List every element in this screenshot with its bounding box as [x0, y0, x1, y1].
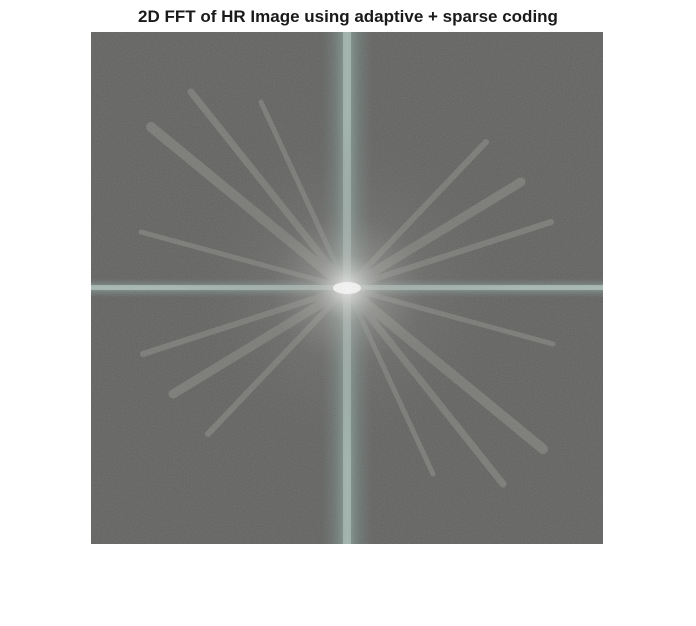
- fft-spectrum-image: [91, 32, 603, 544]
- figure-title: 2D FFT of HR Image using adaptive + spar…: [138, 7, 558, 26]
- fft-spectrum-graphic: [91, 32, 603, 544]
